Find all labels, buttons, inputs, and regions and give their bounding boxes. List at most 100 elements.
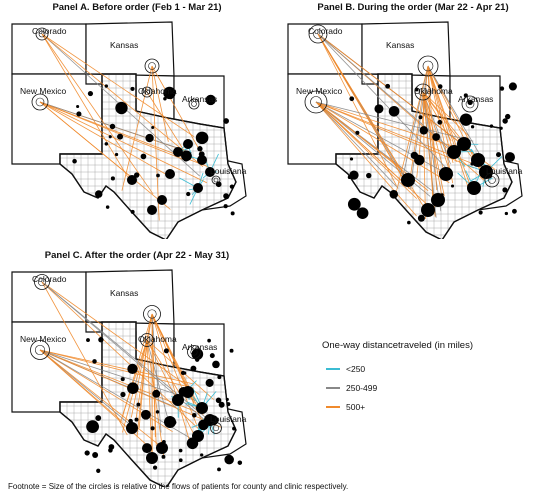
clinic-circle: [431, 193, 445, 207]
county-circle: [209, 353, 215, 359]
flow-500-plus: [39, 101, 207, 184]
county-circle: [163, 86, 176, 100]
county-circle: [508, 82, 517, 91]
county-circle: [504, 152, 515, 163]
flow-500-plus: [315, 101, 431, 208]
colorado-hub-inner-ring: [38, 30, 46, 38]
flow-500-plus: [39, 101, 187, 162]
flow-500-plus: [41, 33, 204, 168]
county-circle: [110, 176, 115, 181]
county-circle: [215, 397, 222, 404]
label-state-arkansas: Arkansas: [182, 94, 217, 104]
county-circle: [389, 190, 399, 199]
county-circle: [223, 193, 229, 199]
flow-500-plus: [122, 313, 153, 417]
colorado-hub-ring: [35, 27, 49, 41]
clinic-circle: [196, 402, 208, 414]
county-circle: [450, 184, 455, 188]
new-mexico-hub-inner-ring: [34, 344, 46, 356]
county-circle: [489, 124, 494, 128]
label-state-new-mexico: New Mexico: [20, 86, 67, 96]
clinic-circle: [173, 147, 183, 157]
clinic-circle: [182, 386, 194, 398]
county-circle: [218, 401, 225, 408]
clinic-circle: [147, 205, 157, 215]
legend: One-way distancetraveled (in miles) <250…: [322, 340, 522, 416]
new-mexico-hub-inner-ring: [310, 96, 322, 108]
oklahoma-hub-inner-ring: [143, 336, 151, 344]
footnote: Footnote = Size of the circles is relati…: [8, 482, 349, 491]
legend-title: One-way distancetraveled (in miles): [322, 340, 474, 351]
louisiana-hub-ring: [211, 175, 221, 185]
flow-250-499: [427, 65, 484, 162]
label-state-oklahoma: Oklahoma: [138, 86, 177, 96]
county-circle: [86, 420, 99, 434]
flow-500-plus: [39, 349, 193, 385]
flow-500-plus: [427, 65, 470, 191]
county-circle: [109, 123, 116, 130]
county-circle: [349, 170, 359, 180]
flow-500-plus: [41, 33, 195, 137]
flow-500-plus: [315, 101, 450, 184]
county-circle: [217, 375, 222, 380]
kansas-hub-ring: [143, 305, 161, 323]
county-circle: [186, 191, 191, 197]
county-circles: [84, 337, 243, 473]
legend-label: 250-499: [346, 382, 378, 393]
label-state-new-mexico: New Mexico: [20, 334, 67, 344]
county-circle: [114, 152, 119, 157]
county-circle: [205, 94, 216, 106]
colorado-hub-inner-ring: [37, 277, 47, 287]
county-circle: [229, 348, 234, 353]
label-state-oklahoma: Oklahoma: [414, 86, 453, 96]
flow-500-plus: [151, 65, 160, 221]
clinic-circle: [192, 430, 204, 442]
panel-b: Panel B. During the order (Mar 22 - Apr …: [278, 2, 548, 239]
legend-item-250-499: 250-499: [322, 378, 522, 397]
clinic-circle: [172, 394, 184, 406]
county-circles: [72, 84, 235, 216]
arkansas-hub-ring: [187, 345, 201, 359]
label-state-louisiana: Louisiana: [210, 166, 247, 176]
clinic-circle: [164, 416, 176, 428]
flow-500-plus: [130, 313, 153, 418]
county-circle: [504, 211, 509, 216]
county-circle: [96, 468, 101, 473]
panel-c-title: Panel C. After the order (Apr 22 - May 3…: [44, 250, 230, 261]
flow-500-plus: [315, 101, 494, 173]
flow-500-plus: [422, 91, 445, 197]
louisiana-hub-inner-ring: [213, 177, 219, 183]
arkansas-hub-inner-ring: [191, 101, 197, 107]
county-circle: [191, 412, 197, 418]
county-circle: [150, 426, 155, 431]
county-circle: [215, 181, 222, 188]
county-circle: [197, 146, 203, 152]
flow-250-499: [422, 91, 442, 212]
legend-label: 500+: [346, 401, 366, 412]
label-state-colorado: Colorado: [32, 26, 67, 36]
county-circle: [223, 118, 230, 124]
county-circle: [180, 370, 186, 375]
flow-500-plus: [41, 281, 200, 395]
label-state-kansas: Kansas: [110, 40, 138, 50]
clinic-circle: [157, 195, 167, 205]
county-circle: [134, 417, 139, 422]
legend-swatch: [326, 386, 340, 389]
oklahoma-hub-inner-ring: [418, 87, 428, 97]
label-state-colorado: Colorado: [32, 274, 67, 284]
clinic-circle: [421, 203, 435, 217]
flow-500-plus: [39, 349, 195, 389]
county-circle: [496, 152, 502, 158]
legend-swatch: [326, 367, 340, 370]
county-circle: [223, 204, 228, 209]
county-circle: [178, 458, 183, 463]
legend-label: <250: [346, 363, 366, 374]
flow-500-plus: [408, 91, 424, 184]
county-circle: [502, 187, 508, 193]
county-circle: [108, 448, 113, 453]
louisiana-hub-inner-ring: [488, 176, 496, 184]
county-circle: [459, 113, 473, 126]
arkansas-hub-ring: [188, 98, 200, 110]
county-circle: [467, 99, 473, 106]
county-circle: [120, 377, 125, 382]
